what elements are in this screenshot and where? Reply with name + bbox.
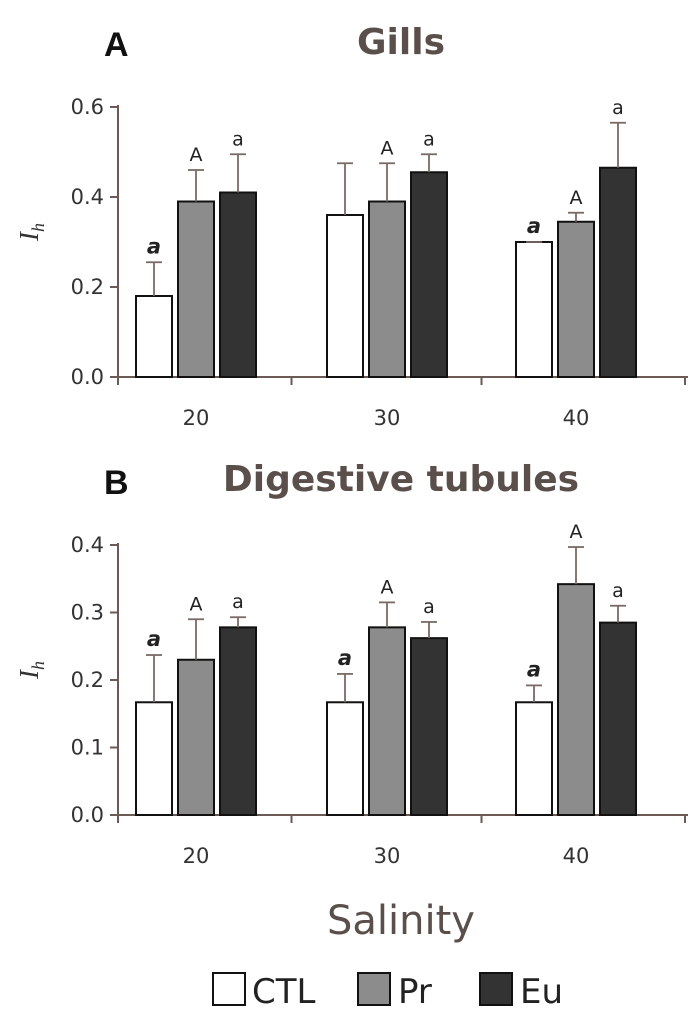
significance-label: A <box>381 137 394 159</box>
significance-label: a <box>612 97 624 119</box>
bar-eu <box>219 191 257 378</box>
significance-label: a <box>232 128 244 150</box>
bar-ctl <box>135 701 173 817</box>
legend-swatch-ctl <box>212 972 246 1006</box>
panel-a-chart: 0.0 0.2 0.4 0.6 20 30 40 Ih a a A A Aa a a <box>14 95 688 430</box>
panel-b-letter: B <box>104 464 129 502</box>
significance-label: a <box>147 234 161 258</box>
significance-label: a <box>423 596 435 618</box>
legend-label-pr: Pr <box>398 972 432 1012</box>
significance-label: a <box>527 214 541 238</box>
x-tick-label: 40 <box>563 406 590 430</box>
bar-ctl <box>515 241 553 378</box>
legend-label-eu: Eu <box>520 972 563 1012</box>
significance-label: A <box>190 593 203 615</box>
bar-ctl <box>515 701 553 817</box>
y-tick-label: 0.4 <box>71 185 104 209</box>
bar-pr <box>368 200 406 378</box>
x-tick-label: 30 <box>374 406 401 430</box>
bar-ctl <box>326 701 364 817</box>
y-tick-label: 0.0 <box>71 365 104 389</box>
significance-label: a <box>423 128 435 150</box>
bar-pr <box>368 626 406 816</box>
x-tick-label: 20 <box>183 406 210 430</box>
bar-ctl <box>326 214 364 378</box>
y-tick-label: 0.6 <box>71 95 104 119</box>
significance-label: a <box>612 580 624 602</box>
y-axis-label: Ih <box>14 661 48 680</box>
x-axis-label: Salinity <box>327 898 475 944</box>
bar-eu <box>410 171 448 378</box>
panel-a-title: Gills <box>357 22 445 63</box>
y-tick-label: 0.2 <box>71 668 104 692</box>
significance-label: a <box>338 646 352 670</box>
x-tick-label: 40 <box>563 844 590 868</box>
bar-pr <box>177 658 215 816</box>
y-tick-label: 0.4 <box>71 533 104 557</box>
y-tick-label: 0.2 <box>71 275 104 299</box>
x-tick-label: 20 <box>183 844 210 868</box>
bar-eu <box>219 626 257 816</box>
legend: CTL Pr Eu <box>212 972 563 1012</box>
y-tick-label: 0.1 <box>71 736 104 760</box>
panel-b-chart: 0.0 0.1 0.2 0.3 0.4 20 30 40 Ih a a a A A Aa a a <box>14 521 688 868</box>
significance-label: A <box>381 576 394 598</box>
bar-pr <box>177 200 215 378</box>
bar-eu <box>599 621 637 816</box>
panel-b-title: Digestive tubules <box>223 459 579 500</box>
panel-a-letter: A <box>104 26 129 64</box>
bar-pr <box>557 220 595 378</box>
significance-label: A <box>190 144 203 166</box>
y-tick-label: 0.3 <box>71 601 104 625</box>
legend-label-ctl: CTL <box>252 972 316 1012</box>
bar-ctl <box>135 295 173 378</box>
legend-swatch-pr <box>357 972 391 1006</box>
legend-swatch-eu <box>479 972 513 1006</box>
y-tick-label: 0.0 <box>71 803 104 827</box>
significance-label: A <box>570 187 583 209</box>
bar-pr <box>557 583 595 817</box>
bar-eu <box>410 637 448 817</box>
y-axis-label: Ih <box>14 223 48 242</box>
significance-label: a <box>527 657 541 681</box>
bar-eu <box>599 166 637 378</box>
x-tick-label: 30 <box>374 844 401 868</box>
significance-label: a <box>147 627 161 651</box>
significance-label: a <box>232 591 244 613</box>
significance-label: A <box>570 521 583 543</box>
